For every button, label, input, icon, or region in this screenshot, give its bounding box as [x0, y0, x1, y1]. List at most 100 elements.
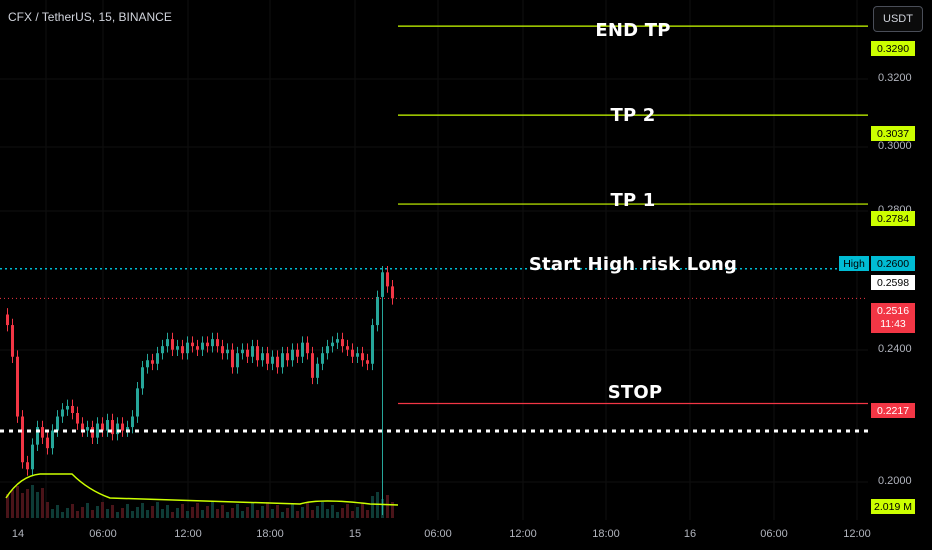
volume-bar: [181, 504, 184, 518]
candle: [76, 413, 79, 424]
x-tick: 12:00: [174, 528, 202, 540]
candle: [251, 346, 254, 357]
candle: [346, 346, 349, 350]
candle: [151, 360, 154, 364]
volume-bar: [341, 508, 344, 518]
volume-label: 2.019 M: [871, 499, 915, 514]
candle: [231, 349, 234, 368]
candle: [296, 349, 299, 357]
candle: [181, 346, 184, 354]
volume-bar: [56, 505, 59, 518]
x-tick: 06:00: [89, 528, 117, 540]
candle: [11, 325, 14, 357]
last-price-value: 0.2516: [876, 305, 910, 317]
volume-bar: [51, 509, 54, 518]
volume-bar: [256, 510, 259, 518]
volume-bar: [276, 505, 279, 518]
volume-bar: [91, 510, 94, 518]
y-tick: 0.3000: [878, 140, 912, 152]
volume-bar: [161, 509, 164, 518]
candle: [71, 405, 74, 413]
volume-bar: [296, 511, 299, 518]
high-price-label: 0.2600: [871, 256, 915, 271]
volume-bar: [221, 505, 224, 518]
volume-ma-line: [5, 473, 399, 506]
volume-bar: [236, 504, 239, 518]
volume-bar: [251, 503, 254, 518]
x-tick: 12:00: [843, 528, 871, 540]
candle: [246, 349, 249, 357]
candle: [286, 353, 289, 361]
candle: [136, 388, 139, 417]
volume-bar: [6, 494, 9, 518]
candle: [31, 444, 34, 470]
volume-bar: [146, 510, 149, 518]
volume-bar: [16, 486, 19, 518]
volume-bar: [136, 507, 139, 518]
volume-bar: [211, 502, 214, 518]
volume-bar: [86, 503, 89, 518]
volume-bar: [231, 508, 234, 518]
volume-bar: [36, 492, 39, 518]
x-tick: 18:00: [592, 528, 620, 540]
volume-bar: [246, 507, 249, 518]
candle: [316, 363, 319, 378]
volume-bar: [356, 507, 359, 518]
candle: [66, 405, 69, 410]
candle: [111, 420, 114, 435]
volume-bar: [291, 504, 294, 518]
x-tick: 18:00: [256, 528, 284, 540]
candle: [301, 342, 304, 357]
candle: [81, 423, 84, 431]
candle: [221, 346, 224, 354]
x-tick: 16: [683, 528, 697, 540]
volume-bar: [191, 507, 194, 518]
x-tick: 15: [348, 528, 362, 540]
volume-bar: [26, 489, 29, 518]
tp2-price-label: 0.3037: [871, 126, 915, 141]
candle: [86, 427, 89, 431]
volume-bar: [196, 503, 199, 518]
candle: [266, 353, 269, 364]
candle: [206, 342, 209, 347]
candle: [201, 342, 204, 350]
stop-annotation: STOP: [607, 382, 663, 403]
volume-bar: [386, 495, 389, 518]
volume-bar: [66, 508, 69, 518]
volume-bar: [176, 508, 179, 518]
volume-bar: [241, 511, 244, 518]
x-tick: 12:00: [509, 528, 537, 540]
volume-bar: [76, 511, 79, 518]
candle: [216, 339, 219, 347]
tp1-price-label: 0.2784: [871, 211, 915, 226]
high-tag: High: [839, 256, 869, 271]
candle: [166, 339, 169, 347]
symbol-title[interactable]: CFX / TetherUS, 15, BINANCE: [8, 10, 172, 24]
candle: [51, 430, 54, 449]
volume-bar: [286, 508, 289, 518]
volume-bar: [366, 510, 369, 518]
candle: [236, 353, 239, 368]
volume-bar: [326, 509, 329, 518]
end-tp-price-label: 0.3290: [871, 41, 915, 56]
volume-bar: [351, 511, 354, 518]
candle: [361, 353, 364, 361]
candle: [326, 346, 329, 354]
volume-bar: [101, 502, 104, 518]
candle: [21, 416, 24, 463]
stop-price-label: 0.2217: [871, 403, 915, 418]
volume-bar: [131, 511, 134, 518]
x-tick: 06:00: [424, 528, 452, 540]
candle: [126, 427, 129, 431]
volume-bar: [46, 502, 49, 518]
candle: [61, 409, 64, 417]
volume-bar: [121, 508, 124, 518]
volume-bar: [216, 509, 219, 518]
candle: [106, 420, 109, 431]
candle: [391, 286, 394, 299]
level-lines: [0, 25, 868, 433]
volume-bar: [201, 510, 204, 518]
volume-bar: [331, 505, 334, 518]
currency-button[interactable]: USDT: [873, 6, 923, 32]
